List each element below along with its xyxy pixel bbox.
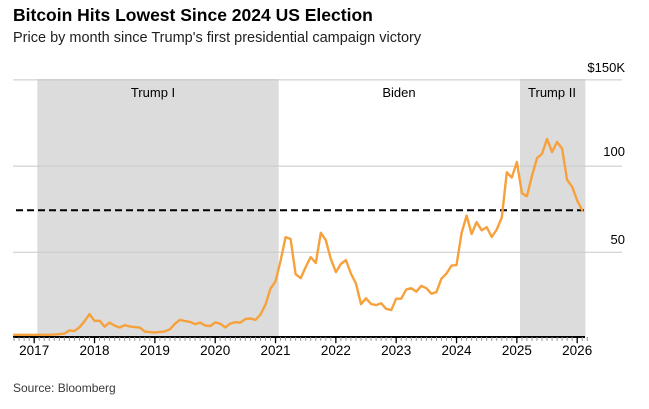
- x-axis-label-2021: 2021: [260, 343, 291, 358]
- y-axis-label-50: 50: [610, 232, 625, 247]
- x-axis-label-2018: 2018: [79, 343, 110, 358]
- x-axis-label-2026: 2026: [562, 343, 593, 358]
- era-label-trump-1: Trump I: [130, 85, 176, 100]
- x-axis-label-2024: 2024: [441, 343, 472, 358]
- x-axis-label-2017: 2017: [19, 343, 50, 358]
- price-line: [12, 137, 584, 336]
- x-axis-label-2019: 2019: [139, 343, 170, 358]
- presidency-band: [37, 79, 279, 336]
- y-axis-label-100: 100: [603, 144, 625, 159]
- chart-subtitle: Price by month since Trump's first presi…: [13, 30, 422, 46]
- x-axis-label-2023: 2023: [381, 343, 412, 358]
- x-axis-label-2025: 2025: [501, 343, 532, 358]
- era-label-trump-2: Trump II: [528, 85, 576, 100]
- source-attribution: Source: Bloomberg: [13, 381, 116, 395]
- x-axis-label-2022: 2022: [320, 343, 351, 358]
- presidency-band: [520, 79, 586, 336]
- era-label-biden: Biden: [382, 85, 416, 100]
- y-axis-label-150k: $150K: [587, 60, 625, 75]
- x-axis-label-2020: 2020: [200, 343, 231, 358]
- page-title: Bitcoin Hits Lowest Since 2024 US Electi…: [13, 5, 373, 25]
